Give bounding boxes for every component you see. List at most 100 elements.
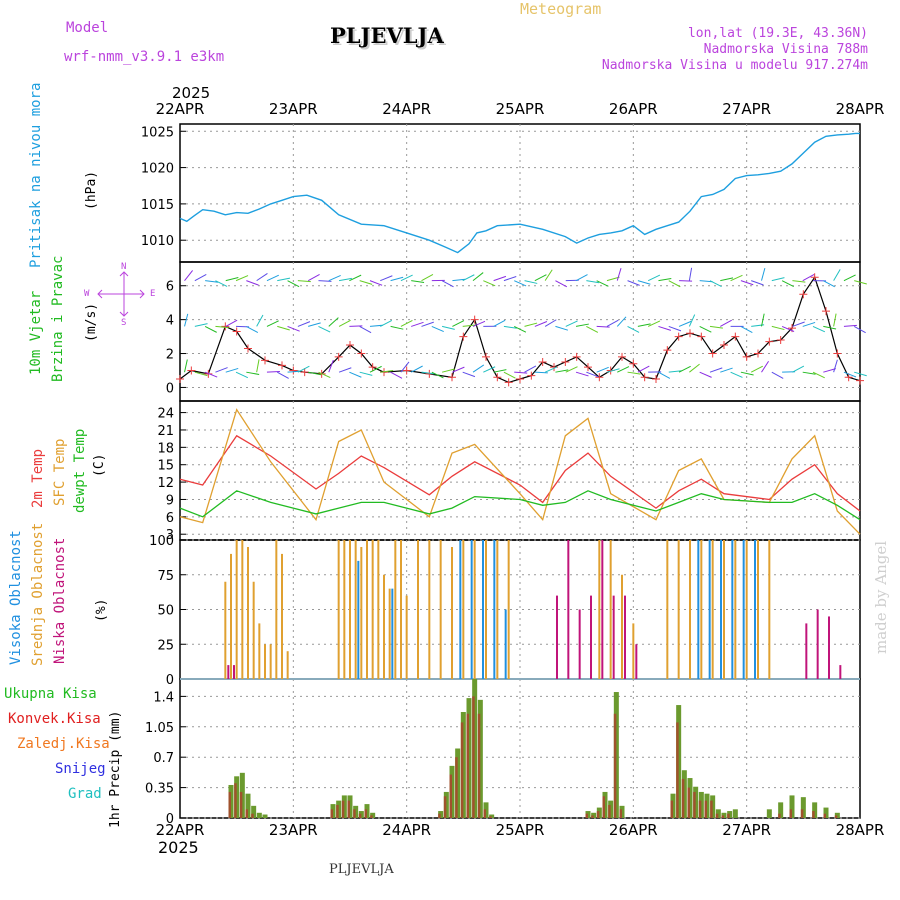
precip-total-bar: [228, 784, 234, 818]
wind-speed-line: [179, 275, 861, 384]
wind-arrow: [266, 274, 279, 282]
wind-arrow: [246, 280, 259, 286]
wind-gust-marker: [708, 349, 717, 358]
precip-total-bar: [443, 791, 449, 818]
wind-arrow: [555, 325, 569, 331]
precip-conv-bar: [608, 804, 611, 818]
lonlat-label: lon,lat (19.3E, 43.36N): [687, 26, 868, 41]
precip-legend-snow: Snijeg: [55, 761, 106, 777]
wind-gust-marker: [317, 369, 326, 378]
wind-arrow: [452, 278, 466, 282]
wind-arrow: [730, 371, 743, 378]
y-tick-label: 75: [157, 569, 174, 584]
wind-arrow: [802, 371, 816, 375]
precip-conv-bar: [676, 722, 679, 818]
wind-gust-marker: [776, 335, 785, 344]
wind-gust-marker: [425, 369, 434, 378]
wind-arrow: [843, 274, 856, 282]
wind-arrow: [441, 280, 454, 288]
panel-frame: [179, 261, 861, 402]
precip-total-bar: [449, 765, 455, 818]
precip-conv-bar: [698, 800, 702, 818]
precip-total-bar: [789, 795, 795, 818]
x-tick-label-bottom: 27APR: [722, 821, 771, 839]
precip-total-bar: [234, 776, 240, 818]
precip-total-bar: [341, 795, 347, 818]
wind-arrow: [751, 324, 765, 327]
wind-gust-marker: [176, 374, 184, 383]
wind-arrow: [544, 319, 557, 327]
precip-unit: 1hr Precip (mm): [108, 710, 123, 828]
wind-gust-marker: [686, 329, 694, 338]
precip-conv-bar: [715, 813, 719, 818]
panel-frame: [179, 123, 861, 263]
wind-arrow: [606, 276, 620, 282]
pressure-line: [179, 132, 860, 254]
wind-arrow: [318, 371, 331, 379]
wind-arrow: [225, 319, 238, 327]
wind-gust-marker: [470, 315, 479, 324]
precip-conv-bar: [370, 815, 373, 818]
wind-arrow: [771, 371, 784, 379]
model-elevation-label: Nadmorska Visina u modelu 917.274m: [601, 58, 868, 73]
precip-total-bar: [466, 698, 472, 818]
wind-gust-marker: [618, 352, 626, 361]
wind-gust-marker: [346, 341, 354, 350]
precip-total-bar: [239, 772, 245, 818]
wind-arrow: [400, 361, 410, 373]
wind-arrow: [720, 319, 732, 327]
y-tick-label: 0: [166, 812, 174, 827]
wind-arrow: [184, 359, 188, 373]
precip-conv-bar: [834, 815, 838, 818]
wind-gust-marker: [448, 373, 456, 382]
precip-total-bar: [483, 802, 489, 818]
year-top: 2025: [172, 84, 211, 102]
wind-label-2: Brzina i Pravac: [50, 255, 66, 382]
y-tick-label: 0.7: [153, 751, 174, 766]
model-name: wrf-nmm_v3.9.1 e3km: [64, 49, 225, 65]
wind-gust-marker: [833, 349, 842, 358]
precip-total-bar: [732, 809, 738, 818]
temp-label-1: 2m Temp: [30, 448, 46, 508]
temp-line-0: [179, 434, 861, 512]
wind-arrow: [524, 365, 537, 373]
precip-total-bar: [710, 795, 716, 818]
precip-conv-bar: [670, 800, 673, 818]
wind-arrow: [751, 280, 764, 286]
cloud-label-3: Niska Oblacnost: [52, 537, 68, 664]
precip-total-bar: [681, 770, 687, 818]
wind-arrow: [411, 280, 425, 284]
compass-e: E: [150, 289, 156, 299]
precip-total-bar: [262, 814, 268, 818]
wind-arrow: [308, 322, 321, 327]
wind-arrow: [421, 371, 435, 375]
wind-gust-marker: [527, 371, 536, 380]
wind-arrow: [514, 371, 528, 374]
wind-arrow: [617, 366, 630, 373]
y-tick-label: 2: [166, 348, 174, 363]
precip-conv-bar: [619, 809, 622, 818]
wind-arrow: [627, 280, 640, 286]
wind-arrow: [730, 274, 743, 282]
panel-frame: [179, 678, 861, 819]
credit-label: made by Angel: [872, 540, 890, 654]
wind-arrow: [205, 280, 219, 283]
wind-arrow: [359, 280, 373, 285]
wind-arrow: [246, 371, 260, 375]
wind-gust-marker: [278, 361, 286, 370]
precip-conv-bar: [455, 757, 458, 818]
wind-gust-marker: [674, 332, 683, 341]
precip-conv-bar: [245, 809, 248, 818]
wind-arrow: [586, 325, 599, 333]
wind-arrow: [544, 269, 553, 281]
x-tick-label-bottom: 24APR: [382, 821, 431, 839]
x-tick-label-top: 23APR: [269, 100, 318, 118]
wind-arrow: [472, 364, 485, 373]
precip-legend-hail: Grad: [68, 786, 102, 802]
wind-gust-marker: [187, 366, 196, 375]
y-tick-label: 4: [166, 314, 174, 329]
wind-arrow: [761, 313, 765, 327]
wind-arrow: [637, 365, 650, 373]
precip-conv-bar: [347, 800, 350, 818]
wind-arrow: [699, 325, 712, 333]
